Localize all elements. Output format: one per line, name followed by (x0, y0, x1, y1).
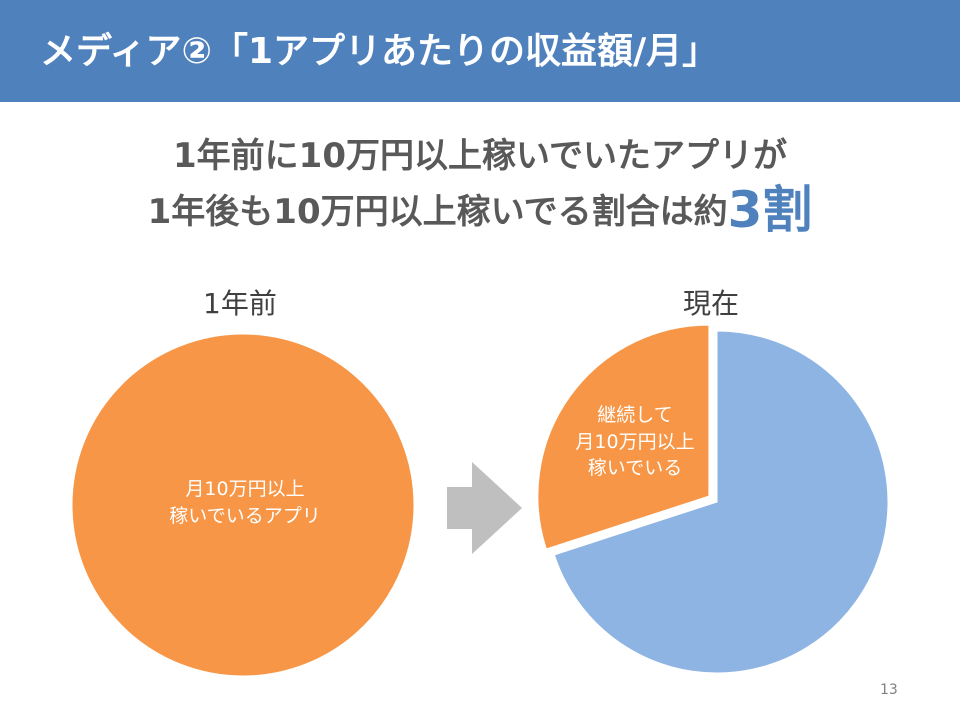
page-number: 13 (880, 682, 898, 698)
headline-line-1: 1年前に10万円以上稼いでいたアプリが (173, 136, 787, 176)
slide-title: メディア②「1アプリあたりの収益額/月」 (40, 31, 719, 72)
arrow-icon (447, 462, 522, 554)
headline-line-2-text: 1年後も10万円以上稼いでる割合は約 (147, 192, 728, 232)
pie-slice-other (553, 330, 889, 674)
pie-chart-now (537, 324, 889, 674)
chart-title-now: 現在 (683, 287, 740, 320)
slice-label-now: 継続して 月10万円以上 稼いでいる (575, 404, 695, 480)
pie-chart-before (71, 333, 415, 677)
pie-slice (71, 333, 415, 677)
title-bar: メディア②「1アプリあたりの収益額/月」 (0, 0, 960, 102)
headline-line-2: 1年後も10万円以上稼いでる割合は約3割 (0, 184, 960, 235)
chart-title-before: 1年前 (203, 287, 277, 320)
pie-slice-continuing (537, 324, 710, 550)
slice-label-before: 月10万円以上 稼いでいるアプリ (169, 478, 321, 527)
headline-emphasis: 3割 (727, 181, 813, 239)
